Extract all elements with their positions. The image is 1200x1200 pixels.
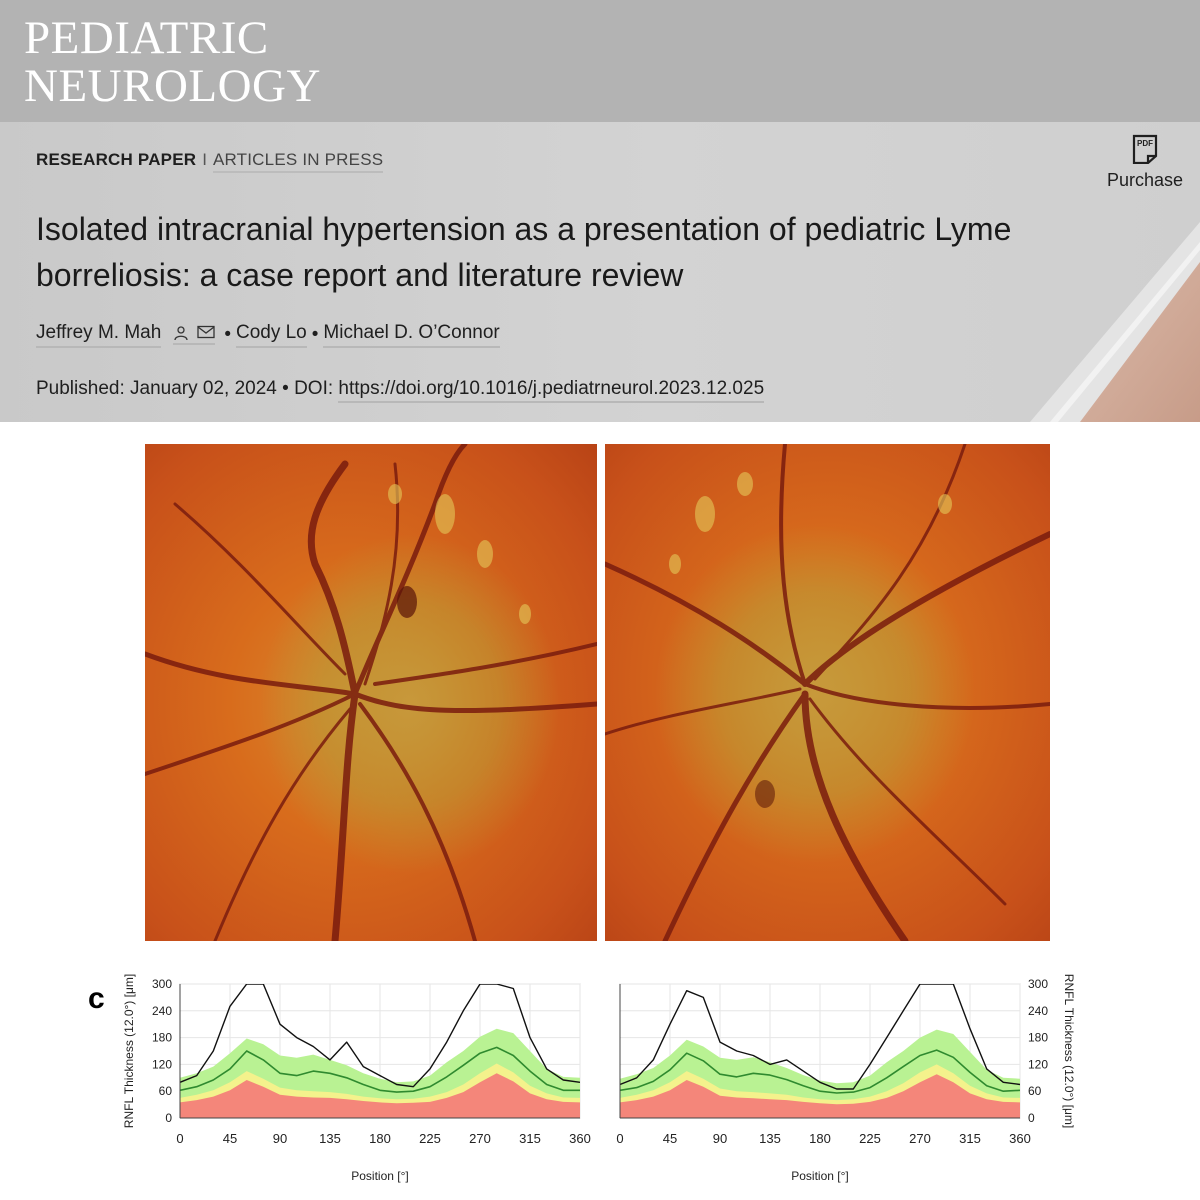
author-contact-icons [173, 325, 216, 345]
journal-title[interactable]: PEDIATRIC NEUROLOGY [24, 14, 321, 110]
x-tick-label: 0 [616, 1131, 623, 1146]
author-link[interactable]: Michael D. O’Connor [323, 322, 500, 348]
y-tick-label: 300 [1028, 977, 1048, 991]
y-tick-label: 180 [1028, 1031, 1048, 1045]
y-tick-label: 0 [165, 1111, 172, 1125]
x-tick-label: 360 [569, 1131, 591, 1146]
fundus-photo-left [145, 444, 597, 941]
x-tick-label: 90 [713, 1131, 727, 1146]
y-tick-label: 240 [152, 1004, 172, 1018]
patient-rnfl-line [180, 984, 580, 1088]
x-tick-label: 225 [859, 1131, 881, 1146]
person-icon[interactable] [173, 325, 189, 341]
author-link[interactable]: Jeffrey M. Mah [36, 322, 162, 348]
y-tick-label: 120 [1028, 1057, 1048, 1071]
y-tick-label: 180 [152, 1031, 172, 1045]
kicker-separator: I [202, 150, 207, 169]
figure-panel-label: c [88, 982, 105, 1015]
author-link[interactable]: Cody Lo [235, 322, 307, 348]
abnormal-band-red [620, 1074, 1020, 1118]
x-tick-label: 360 [1009, 1131, 1031, 1146]
x-tick-label: 315 [959, 1131, 981, 1146]
x-tick-label: 45 [223, 1131, 237, 1146]
author-separator: • [224, 324, 231, 345]
x-axis-label: Position [°] [791, 1169, 849, 1183]
x-tick-label: 225 [419, 1131, 441, 1146]
y-tick-label: 120 [152, 1057, 172, 1071]
patient-rnfl-line [620, 984, 1020, 1090]
pub-separator: • [282, 378, 289, 399]
article-title-line2: borreliosis: a case report and literatur… [36, 257, 684, 293]
y-tick-label: 300 [152, 977, 172, 991]
pdf-icon-text: PDF [1137, 139, 1153, 148]
x-tick-label: 180 [369, 1131, 391, 1146]
y-tick-label: 60 [159, 1084, 173, 1098]
publication-info: Published: January 02, 2024 • DOI: https… [36, 378, 765, 403]
article-kicker: RESEARCH PAPER I ARTICLES IN PRESS [36, 150, 384, 173]
normal-mean-line [620, 1049, 1020, 1094]
rnfl-chart-left: 0 45 90 135 180 225 270 315 360 0 60 120 180 240 300 Po… [122, 974, 591, 1183]
author-separator: • [311, 324, 319, 345]
fundus-photo-right [605, 444, 1050, 941]
purchase-button[interactable]: PDF Purchase [1100, 134, 1190, 191]
pdf-icon: PDF [1132, 134, 1158, 164]
x-axis-label: Position [°] [351, 1169, 409, 1183]
x-tick-label: 135 [319, 1131, 341, 1146]
normal-mean-line [180, 1046, 580, 1093]
article-header: RESEARCH PAPER I ARTICLES IN PRESS Isolate… [0, 122, 1200, 422]
rnfl-chart-right: 0 45 90 135 180 225 270 315 360 0 60 120 180 240 300 Po… [616, 974, 1076, 1183]
articles-in-press-link[interactable]: ARTICLES IN PRESS [212, 150, 384, 173]
x-tick-label: 45 [663, 1131, 677, 1146]
x-tick-label: 270 [909, 1131, 931, 1146]
journal-title-line2: NEUROLOGY [24, 60, 321, 112]
purchase-label: Purchase [1106, 170, 1184, 190]
y-axis-label: RNFL Thickness (12.0°) [μm] [122, 974, 136, 1128]
journal-title-line1: PEDIATRIC [24, 12, 269, 64]
doi-link[interactable]: https://doi.org/10.1016/j.pediatrneurol.… [338, 378, 765, 403]
header-decoration [1030, 222, 1200, 422]
article-title-line1: Isolated intracranial hypertension as a … [36, 211, 1012, 247]
x-tick-label: 315 [519, 1131, 541, 1146]
y-axis-label: RNFL Thickness (12.0°) [μm] [1062, 974, 1076, 1128]
doi-label: DOI: [294, 378, 334, 399]
y-tick-label: 60 [1028, 1084, 1042, 1098]
x-tick-label: 135 [759, 1131, 781, 1146]
x-tick-label: 0 [176, 1131, 183, 1146]
x-tick-label: 180 [809, 1131, 831, 1146]
article-title: Isolated intracranial hypertension as a … [36, 206, 1116, 298]
author-list: Jeffrey M. Mah • Cody Lo • Michael D. O’… [36, 322, 500, 348]
published-label: Published: [36, 378, 125, 399]
y-tick-label: 0 [1028, 1111, 1035, 1125]
x-tick-label: 90 [273, 1131, 287, 1146]
abnormal-band-red [180, 1073, 580, 1118]
x-tick-label: 270 [469, 1131, 491, 1146]
y-tick-label: 240 [1028, 1004, 1048, 1018]
article-type: RESEARCH PAPER [36, 150, 197, 169]
journal-banner: PEDIATRIC NEUROLOGY [0, 0, 1200, 122]
envelope-icon[interactable] [197, 325, 215, 339]
published-date: January 02, 2024 [130, 378, 277, 399]
